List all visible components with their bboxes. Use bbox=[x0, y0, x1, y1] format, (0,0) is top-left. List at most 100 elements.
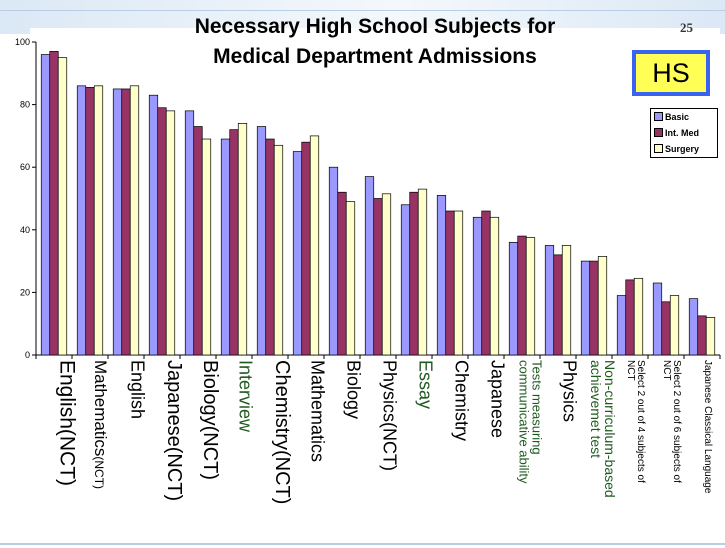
bar-surgery-15 bbox=[561, 245, 572, 356]
slide-footer-line bbox=[0, 543, 725, 545]
y-tick-label: 60 bbox=[20, 162, 30, 172]
bar-int-med-16 bbox=[589, 260, 599, 356]
bar-basic-11 bbox=[400, 204, 411, 356]
bar-surgery-3 bbox=[129, 85, 140, 356]
bar-basic-12 bbox=[436, 195, 447, 356]
x-category-label: English(NCT) bbox=[55, 360, 78, 486]
bar-basic-17 bbox=[616, 295, 627, 356]
bar-surgery-17 bbox=[633, 277, 644, 356]
chart-title-line-1: Necessary High School Subjects for bbox=[194, 15, 556, 38]
bar-int-med-15 bbox=[553, 254, 563, 356]
x-category-label: Japanese bbox=[487, 360, 507, 438]
bar-int-med-13 bbox=[481, 210, 491, 356]
bar-basic-8 bbox=[292, 151, 303, 356]
bar-int-med-17 bbox=[625, 279, 635, 356]
legend-swatch-int-med bbox=[654, 128, 663, 137]
bar-surgery-18 bbox=[669, 295, 680, 356]
bar-int-med-19 bbox=[697, 315, 707, 356]
bar-surgery-7 bbox=[273, 144, 284, 356]
x-category-label: NCT bbox=[625, 360, 636, 381]
x-category-label: Non-curriculum-based bbox=[602, 360, 618, 498]
bar-basic-9 bbox=[328, 166, 339, 356]
legend-label-surgery: Surgery bbox=[665, 144, 700, 154]
bar-basic-2 bbox=[76, 85, 87, 356]
bar-basic-4 bbox=[148, 94, 159, 356]
bar-int-med-7 bbox=[265, 138, 275, 356]
bar-basic-14 bbox=[508, 241, 519, 356]
bar-surgery-4 bbox=[165, 110, 176, 356]
legend-swatch-surgery bbox=[654, 144, 663, 153]
bar-surgery-9 bbox=[345, 201, 356, 356]
bar-surgery-11 bbox=[417, 188, 428, 356]
y-tick-label: 40 bbox=[20, 225, 30, 235]
x-category-label: Mathematics bbox=[307, 360, 327, 462]
y-tick-label: 80 bbox=[20, 100, 30, 110]
legend-item-basic: Basic bbox=[654, 111, 689, 123]
y-tick-label: 20 bbox=[20, 287, 30, 297]
x-category-label: Select 2 out of 6 subjects of bbox=[671, 360, 682, 483]
x-category-label: English bbox=[127, 360, 147, 419]
y-tick-label: 0 bbox=[25, 350, 30, 360]
bar-int-med-3 bbox=[121, 88, 131, 356]
x-category-label: Physics bbox=[559, 360, 579, 422]
bar-int-med-4 bbox=[157, 107, 167, 356]
x-category-label: Essay bbox=[415, 360, 435, 409]
chart-title-line-2: Medical Department Admissions bbox=[213, 45, 537, 68]
legend-item-int-med: Int. Med bbox=[654, 127, 699, 139]
bar-surgery-10 bbox=[381, 193, 392, 356]
bar-surgery-6 bbox=[237, 123, 248, 356]
bar-surgery-14 bbox=[525, 237, 536, 356]
bar-basic-6 bbox=[220, 138, 231, 356]
x-category-label: Mathematics(NCT) bbox=[91, 360, 110, 489]
bar-int-med-11 bbox=[409, 191, 419, 356]
bar-int-med-10 bbox=[373, 198, 383, 356]
x-category-label: Chemistry(NCT) bbox=[271, 360, 293, 504]
bar-int-med-12 bbox=[445, 210, 455, 356]
bar-surgery-8 bbox=[309, 135, 320, 356]
bar-basic-15 bbox=[544, 245, 555, 356]
bar-surgery-1 bbox=[57, 57, 68, 356]
legend-item-surgery: Surgery bbox=[654, 143, 699, 155]
bar-int-med-1 bbox=[49, 51, 59, 356]
y-tick-label: 100 bbox=[15, 37, 30, 47]
legend-swatch-basic bbox=[654, 112, 663, 121]
hs-badge: HS bbox=[632, 50, 710, 96]
x-category-label: Biology(NCT) bbox=[199, 360, 221, 480]
x-category-label: Japanese Classical Language bbox=[702, 360, 713, 494]
bar-int-med-5 bbox=[193, 126, 203, 356]
bar-surgery-5 bbox=[201, 138, 212, 356]
bar-basic-3 bbox=[112, 88, 123, 356]
bar-surgery-19 bbox=[705, 317, 716, 356]
x-category-label: communicative ability bbox=[516, 360, 531, 484]
x-category-label: Interview bbox=[235, 360, 255, 433]
bar-int-med-6 bbox=[229, 129, 239, 356]
bar-basic-16 bbox=[580, 260, 591, 356]
bar-surgery-16 bbox=[597, 256, 608, 356]
bar-basic-13 bbox=[472, 216, 483, 356]
bar-int-med-14 bbox=[517, 235, 527, 356]
bar-basic-1 bbox=[40, 54, 51, 356]
x-category-label: Select 2 out of 4 subjects of bbox=[635, 360, 646, 483]
bar-surgery-12 bbox=[453, 210, 464, 356]
bar-int-med-9 bbox=[337, 191, 347, 356]
page-number: 25 bbox=[680, 20, 693, 35]
bar-basic-19 bbox=[688, 298, 699, 356]
bar-basic-18 bbox=[652, 282, 663, 356]
legend-label-int-med: Int. Med bbox=[665, 128, 699, 138]
bar-basic-10 bbox=[364, 176, 375, 356]
bar-basic-7 bbox=[256, 126, 267, 356]
bar-surgery-2 bbox=[93, 85, 104, 356]
x-category-label: Physics(NCT) bbox=[379, 360, 399, 471]
bar-int-med-2 bbox=[85, 87, 95, 356]
x-category-label: Tests measuring bbox=[529, 360, 544, 455]
x-category-label: Biology bbox=[343, 360, 363, 419]
x-category-label: NCT bbox=[661, 360, 672, 381]
bar-int-med-8 bbox=[301, 141, 311, 356]
legend-label-basic: Basic bbox=[665, 112, 690, 122]
x-category-label: Chemistry bbox=[451, 360, 471, 441]
bar-basic-5 bbox=[184, 110, 195, 356]
bar-int-med-18 bbox=[661, 301, 671, 356]
bar-surgery-13 bbox=[489, 216, 500, 356]
x-category-label: achievemet test bbox=[588, 360, 604, 458]
